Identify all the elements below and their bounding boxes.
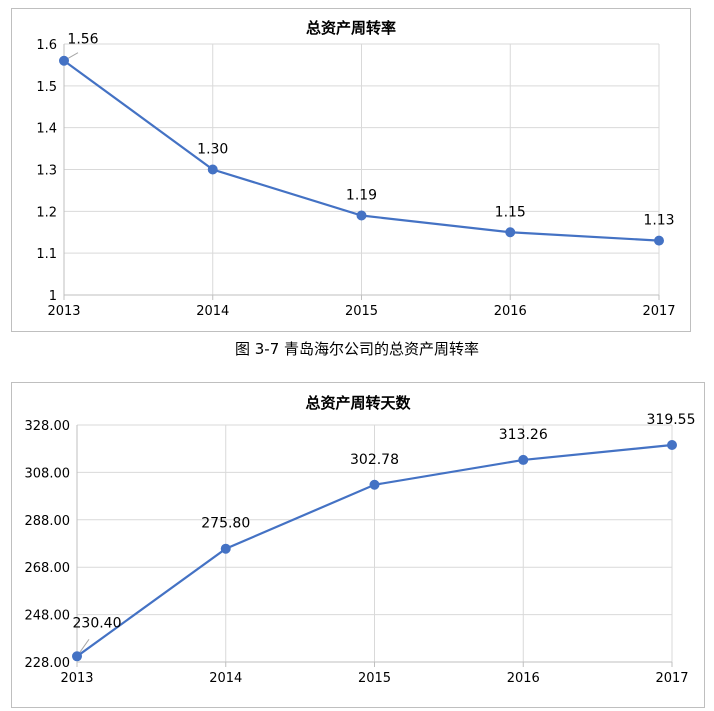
- data-label: 319.55: [647, 412, 696, 428]
- y-tick-label: 1.5: [36, 80, 57, 95]
- y-tick-label: 248.00: [25, 609, 71, 624]
- x-tick-label: 2015: [358, 671, 391, 686]
- y-tick-label: 268.00: [25, 561, 71, 576]
- data-point: [654, 235, 664, 246]
- x-tick-label: 2016: [507, 671, 540, 686]
- x-tick-label: 2013: [47, 304, 80, 319]
- data-label: 1.56: [67, 32, 98, 48]
- x-tick-label: 2014: [196, 304, 229, 319]
- y-tick-label: 1.6: [36, 38, 57, 53]
- y-tick-label: 288.00: [25, 514, 71, 529]
- y-tick-label: 328.00: [25, 419, 71, 434]
- chart-title: 总资产周转天数: [305, 394, 411, 412]
- y-tick-label: 1.1: [36, 247, 57, 262]
- data-point: [72, 651, 82, 662]
- data-label: 1.30: [197, 142, 228, 158]
- x-tick-label: 2016: [494, 304, 527, 319]
- y-tick-label: 1: [49, 289, 57, 304]
- y-tick-label: 1.3: [36, 164, 57, 179]
- data-point: [220, 543, 231, 554]
- x-tick-label: 2015: [345, 304, 378, 319]
- y-tick-label: 308.00: [25, 466, 71, 481]
- data-point: [505, 227, 516, 238]
- data-label: 275.80: [201, 516, 250, 532]
- data-label: 1.13: [643, 213, 674, 229]
- chart-title: 总资产周转率: [305, 19, 396, 37]
- chart-turnover-ratio: 总资产周转率 1 1.1 1.2 1.3 1.4 1.5 1.6 2013 2014 2015 20…: [11, 8, 691, 332]
- data-point: [59, 55, 69, 66]
- figure-caption: 图 3-7 青岛海尔公司的总资产周转率: [234, 340, 480, 358]
- data-point: [667, 440, 677, 451]
- y-tick-label: 1.4: [36, 122, 57, 137]
- chart-plot: 228.00 248.00 268.00 288.00 308.00 328.00 2013…: [25, 412, 696, 686]
- data-point: [369, 479, 380, 490]
- data-label: 230.40: [73, 615, 122, 631]
- data-label: 1.15: [495, 204, 526, 220]
- data-label: 302.78: [350, 452, 399, 468]
- x-tick-label: 2017: [642, 304, 675, 319]
- x-tick-label: 2017: [655, 671, 688, 686]
- data-label: 313.26: [499, 427, 548, 443]
- y-tick-label: 1.2: [36, 205, 57, 220]
- data-point: [518, 454, 529, 465]
- x-tick-label: 2014: [209, 671, 242, 686]
- data-point: [356, 210, 367, 221]
- chart-turnover-days: 总资产周转天数 228.00 248.00 268.00 288.00 308.00 32…: [11, 382, 705, 708]
- data-point: [207, 164, 218, 175]
- chart-plot: 1 1.1 1.2 1.3 1.4 1.5 1.6 2013 2014 2015 2016 2017 1…: [36, 32, 675, 319]
- data-label: 1.19: [346, 188, 377, 204]
- x-tick-label: 2013: [60, 671, 93, 686]
- y-tick-label: 228.00: [25, 656, 71, 671]
